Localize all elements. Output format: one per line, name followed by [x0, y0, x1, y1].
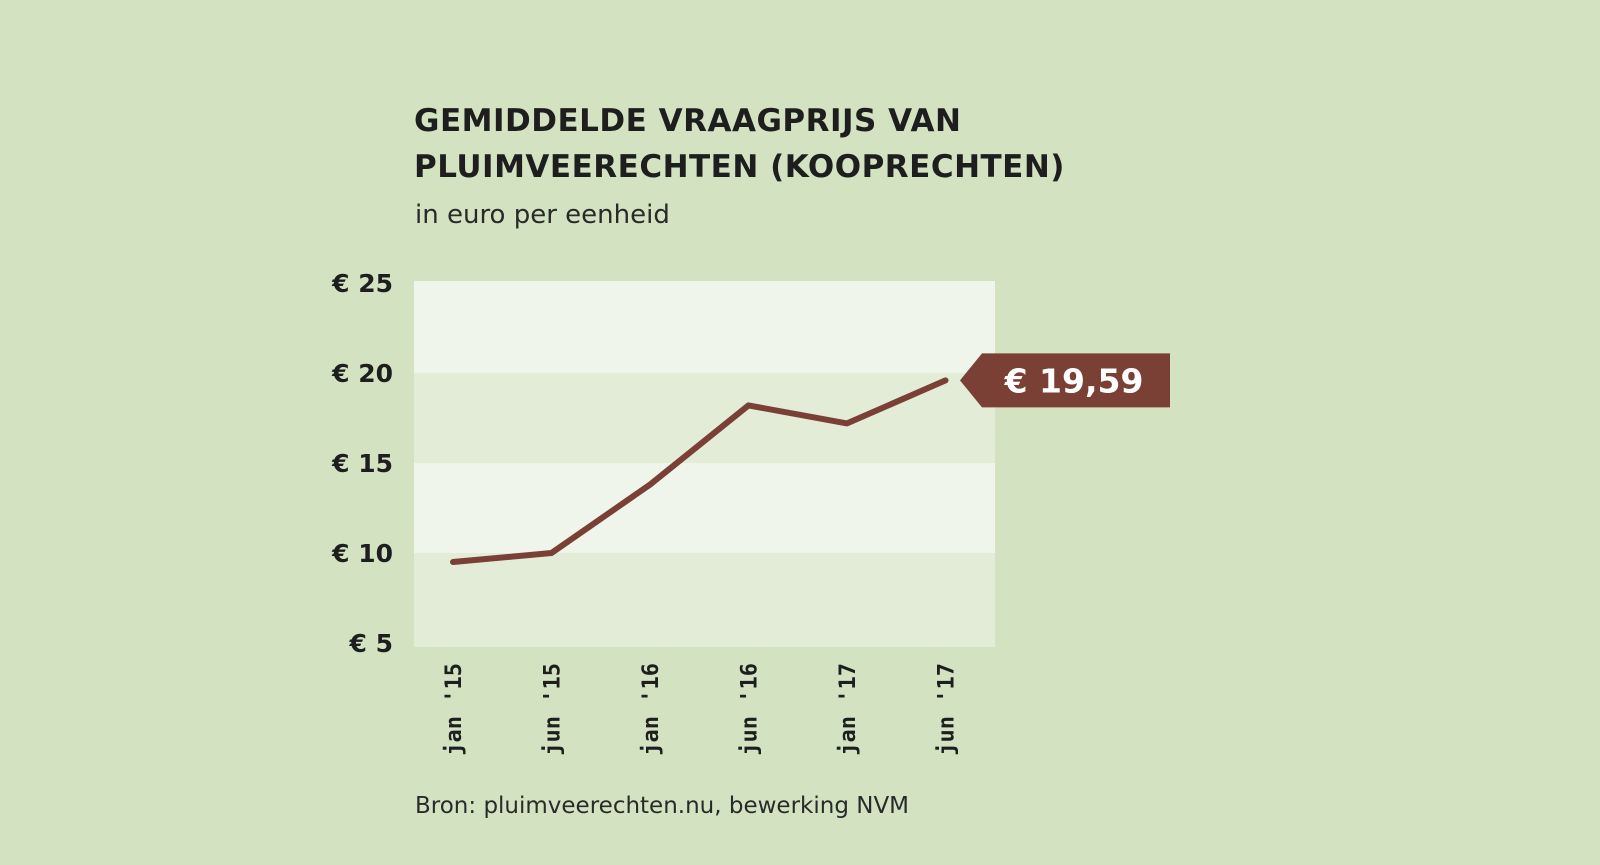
series-layer: [450, 377, 949, 565]
x-tick-label: jun '16: [738, 663, 763, 756]
x-tick-label: jun '17: [935, 663, 960, 756]
callout-label: € 19,59: [1004, 361, 1144, 400]
x-tick-label: jun '15: [541, 663, 566, 756]
y-tick-label: € 20: [331, 359, 393, 388]
series-line: [450, 377, 949, 565]
chart-subtitle: in euro per eenheid: [415, 200, 670, 230]
chart-source: Bron: pluimveerechten.nu, bewerking NVM: [415, 793, 910, 819]
y-tick-label: € 5: [349, 629, 394, 658]
value-callout: € 19,59: [960, 353, 1170, 408]
x-tick-label: jan '15: [442, 663, 467, 756]
data-point: [746, 402, 751, 408]
grid-band: [414, 281, 995, 373]
y-tick-label: € 10: [331, 539, 393, 568]
chart-title-line-1: GEMIDDELDE VRAAGPRIJS VAN: [414, 103, 962, 139]
data-point: [844, 420, 850, 426]
chart-title-line-2: PLUIMVEERECHTEN (KOOPRECHTEN): [414, 149, 1065, 185]
x-tick-label: jan '16: [639, 663, 664, 756]
data-point: [549, 550, 554, 556]
callout-tag: [960, 353, 1170, 408]
data-point: [943, 377, 948, 383]
y-tick-label: € 25: [331, 269, 393, 298]
y-tick-label: € 15: [331, 449, 393, 478]
grid-band: [414, 463, 995, 553]
data-point: [450, 559, 456, 565]
chart-title: GEMIDDELDE VRAAGPRIJS VAN PLUIMVEERECHTE…: [414, 98, 1065, 190]
plot-background: [414, 281, 995, 647]
x-tick-label: jan '17: [836, 663, 861, 756]
x-axis-ticks: jan '15 jun '15 jan '16 jun '16 jan '17 jun '…: [442, 663, 960, 756]
grid-band: [414, 553, 995, 647]
y-axis-ticks: € 25 € 20 € 15 € 10 € 5: [331, 269, 393, 658]
data-point: [647, 482, 653, 488]
grid-band: [414, 373, 995, 463]
